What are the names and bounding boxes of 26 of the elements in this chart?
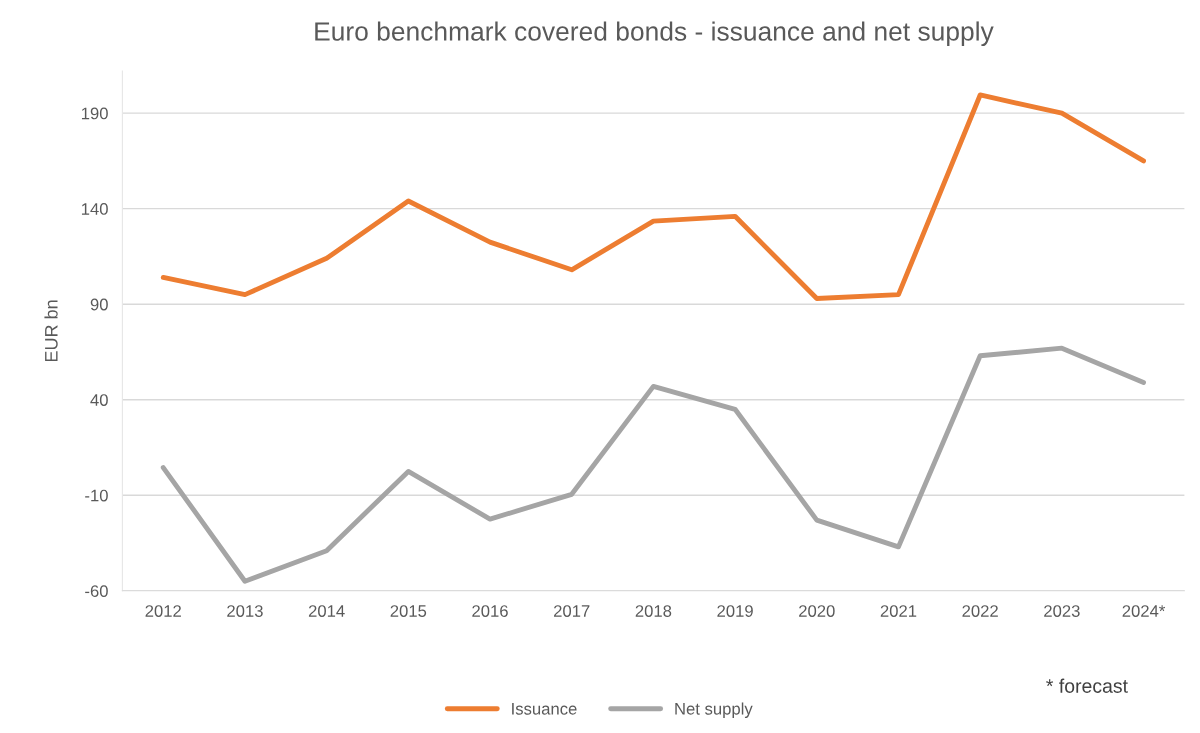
y-tick-label: -60 bbox=[85, 585, 108, 597]
legend-label: Net supply bbox=[675, 702, 753, 718]
x-tick-label: 2015 bbox=[390, 605, 427, 617]
x-tick-label: 2019 bbox=[717, 605, 753, 617]
y-tick-label: 90 bbox=[90, 298, 108, 311]
x-tick-label: 2012 bbox=[145, 605, 181, 617]
x-tick-label: 2020 bbox=[799, 605, 835, 617]
line-series bbox=[160, 345, 1146, 584]
text: * forecast bbox=[1046, 678, 1128, 693]
legend-label: Issuance bbox=[512, 703, 577, 715]
x-tick-label: 2023 bbox=[1044, 605, 1080, 617]
x-tick-label: 2024* bbox=[1122, 605, 1166, 617]
y-tick-label: 190 bbox=[81, 107, 108, 120]
x-tick-label: 2018 bbox=[635, 605, 672, 617]
y-tick-label: 40 bbox=[90, 394, 108, 406]
chart-title: Euro benchmark covered bonds - issuance and net supply bbox=[315, 21, 994, 47]
y-axis-title: EUR bn bbox=[44, 300, 58, 362]
y-tick-label: 140 bbox=[81, 203, 108, 215]
x-tick-label: 2013 bbox=[227, 605, 263, 617]
x-tick-label: 2021 bbox=[880, 605, 917, 617]
line-series bbox=[160, 92, 1146, 301]
x-tick-label: 2016 bbox=[472, 605, 508, 617]
x-tick-label: 2017 bbox=[554, 605, 590, 617]
x-tick-label: 2022 bbox=[962, 605, 998, 617]
y-tick-label: -10 bbox=[85, 489, 108, 502]
x-tick-label: 2014 bbox=[308, 605, 345, 617]
